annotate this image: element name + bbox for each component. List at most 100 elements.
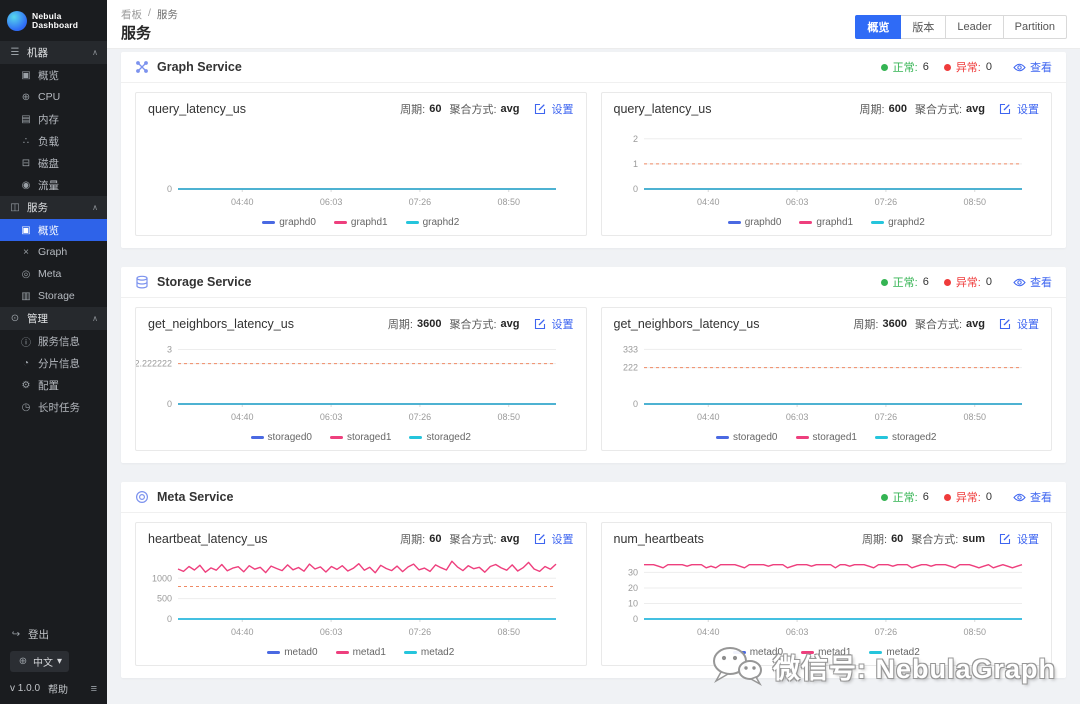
sidebar-item-disk-icon: ⊟ (21, 157, 31, 169)
chart-legend: storaged0 storaged1 storaged2 (602, 432, 1052, 450)
sidebar-item-service-overview[interactable]: ▣ 概览 (0, 219, 107, 241)
legend-item-metad2[interactable]: metad2 (403, 647, 454, 658)
legend-item-metad2[interactable]: metad2 (869, 647, 920, 658)
sidebar-item-overview[interactable]: ▣ 概览 (0, 64, 107, 86)
legend-item-storaged2[interactable]: storaged2 (874, 432, 936, 443)
settings-link[interactable]: 设置 (1017, 319, 1039, 331)
language-selector[interactable]: ⊕ 中文 ▾ (10, 651, 70, 672)
settings-link[interactable]: 设置 (551, 534, 574, 546)
legend-dash (874, 436, 888, 439)
legend-dash (732, 651, 746, 654)
legend-item-graphd2[interactable]: graphd2 (871, 217, 925, 228)
chart-legend: graphd0 graphd1 graphd2 (602, 217, 1052, 235)
legend-label: metad0 (284, 647, 318, 658)
settings-link[interactable]: 设置 (551, 319, 574, 331)
period-value: 3600 (416, 318, 442, 330)
sidebar-item-label: 负载 (38, 135, 59, 148)
sidebar: Nebula Dashboard ☰ 机器 ∧ ▣ 概览 ⊕ CPU ▤ 内存 ∴ 负载 ⊟ 磁盘 ◉ 流量… (0, 0, 107, 704)
edit-button[interactable] (999, 533, 1011, 545)
sidebar-item-cpu[interactable]: ⊕ CPU (0, 86, 107, 108)
sidebar-section-management[interactable]: ⊙ 管理 ∧ (0, 307, 107, 330)
sidebar-item-partition-info[interactable]: ◔ 分片信息 (0, 352, 107, 374)
sidebar-item-load[interactable]: ∴ 负载 (0, 130, 107, 152)
legend-item-metad0[interactable]: metad0 (732, 647, 784, 658)
panel-charts: get_neighbors_latency_us 周期: 3600 聚合方式: avg 设… (121, 298, 1066, 463)
sidebar-item-long-tasks-icon: ◷ (21, 401, 31, 413)
edit-icon[interactable] (534, 318, 546, 330)
sidebar-section-machine[interactable]: ☰ 机器 ∧ (0, 41, 107, 64)
tab-overview[interactable]: 概览 (855, 15, 902, 39)
legend-item-storaged0[interactable]: storaged0 (716, 432, 778, 443)
view-link[interactable]: 查看 (1013, 489, 1052, 505)
svg-text:07:26: 07:26 (409, 197, 432, 207)
menu-icon[interactable]: ≡ (90, 682, 97, 695)
edit-icon[interactable] (999, 318, 1011, 330)
legend-item-storaged1[interactable]: storaged1 (330, 432, 391, 443)
logout-button[interactable]: ↪ 登出 (10, 627, 97, 642)
breadcrumb-separator: / (148, 7, 151, 19)
edit-button[interactable] (534, 103, 546, 115)
legend-item-metad0[interactable]: metad0 (267, 647, 318, 658)
status-abnormal-value: 0 (985, 491, 992, 503)
legend-label: metad0 (749, 647, 784, 658)
edit-icon[interactable] (999, 103, 1011, 115)
app-logo[interactable]: Nebula Dashboard (0, 0, 107, 41)
settings-link[interactable]: 设置 (551, 104, 574, 116)
tab-partition[interactable]: Partition (1002, 15, 1067, 39)
settings-link[interactable]: 设置 (1017, 534, 1039, 546)
sidebar-item-meta[interactable]: ◎ Meta (0, 263, 107, 285)
svg-text:333: 333 (622, 344, 637, 354)
legend-item-graphd1[interactable]: graphd1 (333, 217, 388, 228)
breadcrumb-root[interactable]: 看板 (121, 9, 142, 21)
edit-button[interactable] (999, 318, 1011, 330)
tab-version[interactable]: 版本 (900, 15, 947, 39)
panel-header-meta-service: Meta Service 正常: 6 异常: 0 查看 (121, 482, 1066, 513)
status-normal-value: 6 (922, 491, 929, 503)
edit-icon[interactable] (534, 103, 546, 115)
sidebar-item-long-tasks[interactable]: ◷ 长时任务 (0, 396, 107, 418)
panel-charts: query_latency_us 周期: 60 聚合方式: avg 设置 0 04:40 06:… (121, 83, 1066, 248)
legend-item-storaged0[interactable]: storaged0 (250, 432, 312, 443)
legend-item-graphd2[interactable]: graphd2 (405, 217, 459, 228)
chevron-up-icon: ∧ (92, 314, 98, 323)
legend-item-graphd1[interactable]: graphd1 (799, 217, 853, 228)
edit-icon[interactable] (534, 533, 546, 545)
sidebar-item-disk[interactable]: ⊟ 磁盘 (0, 152, 107, 174)
edit-icon[interactable] (999, 533, 1011, 545)
chart-legend: metad0 metad1 metad2 (602, 647, 1052, 665)
view-link[interactable]: 查看 (1013, 59, 1052, 75)
period-value: 60 (891, 533, 904, 545)
sidebar-item-memory[interactable]: ▤ 内存 (0, 108, 107, 130)
chart-title: query_latency_us (613, 102, 712, 116)
view-link[interactable]: 查看 (1013, 274, 1052, 290)
status-normal-label: 正常: (892, 62, 918, 74)
sidebar-item-storage[interactable]: ▥ Storage (0, 285, 107, 307)
edit-button[interactable] (534, 533, 546, 545)
sidebar-section-service[interactable]: ◫ 服务 ∧ (0, 196, 107, 219)
legend-item-metad1[interactable]: metad1 (801, 647, 851, 658)
legend-label: metad1 (818, 647, 852, 658)
sidebar-item-graph[interactable]: × Graph (0, 241, 107, 263)
help-link[interactable]: 帮助 (48, 685, 69, 696)
sidebar-item-traffic[interactable]: ◉ 流量 (0, 174, 107, 196)
period-label: 周期: (862, 534, 888, 546)
legend-item-metad1[interactable]: metad1 (335, 647, 386, 658)
legend-item-storaged2[interactable]: storaged2 (409, 432, 471, 443)
status-abnormal-label: 异常: (955, 492, 981, 504)
legend-item-storaged1[interactable]: storaged1 (795, 432, 857, 443)
chart-card: heartbeat_latency_us 周期: 60 聚合方式: avg 设置 0 500 1… (135, 522, 587, 666)
sidebar-item-traffic-icon: ◉ (21, 179, 31, 191)
chart-card: query_latency_us 周期: 60 聚合方式: avg 设置 0 04:40 06:… (135, 92, 587, 236)
settings-link[interactable]: 设置 (1017, 104, 1039, 116)
legend-item-graphd0[interactable]: graphd0 (262, 217, 316, 228)
edit-button[interactable] (534, 318, 546, 330)
svg-text:08:50: 08:50 (497, 197, 520, 207)
status-normal-value: 6 (922, 276, 929, 288)
legend-item-graphd0[interactable]: graphd0 (727, 217, 781, 228)
edit-button[interactable] (999, 103, 1011, 115)
meta-service-icon (135, 490, 149, 504)
sidebar-item-config[interactable]: ⚙ 配置 (0, 374, 107, 396)
sidebar-item-service-info[interactable]: ⓘ 服务信息 (0, 330, 107, 352)
tab-leader[interactable]: Leader (945, 15, 1004, 39)
chart-legend: graphd0 graphd1 graphd2 (136, 217, 586, 235)
